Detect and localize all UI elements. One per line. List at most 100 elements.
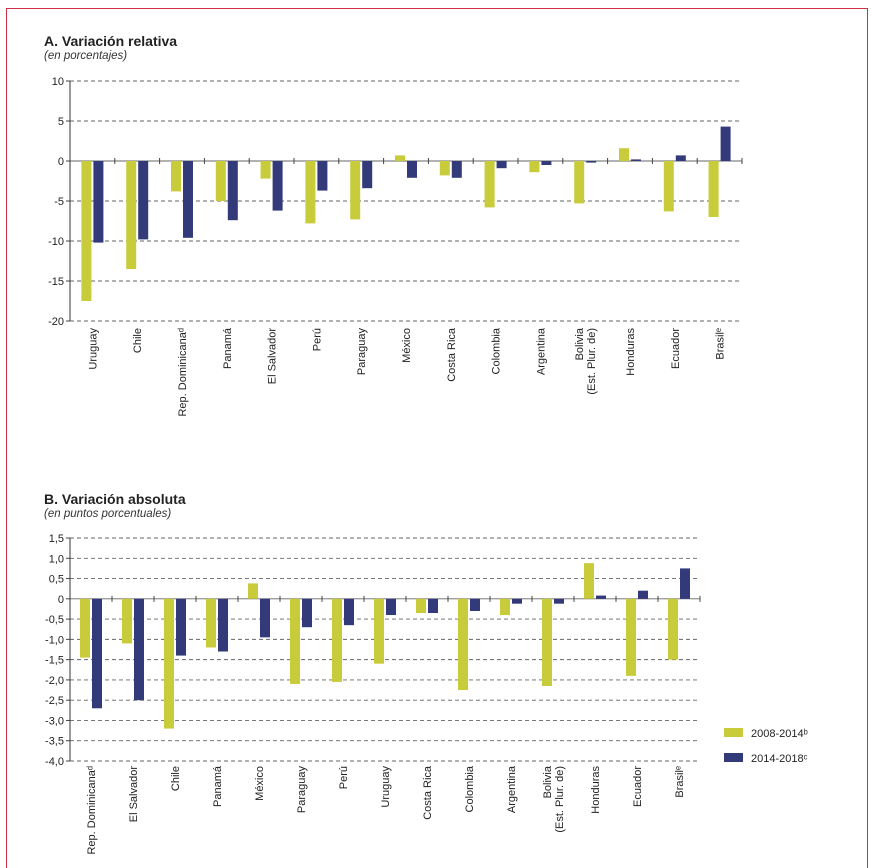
y-tick-label: 0 bbox=[58, 594, 64, 606]
bar-series2 bbox=[362, 161, 373, 189]
bar-series2 bbox=[596, 595, 606, 599]
bar-series1 bbox=[529, 161, 540, 173]
y-tick-label: -4,0 bbox=[45, 756, 64, 768]
category-label: El Salvador bbox=[128, 766, 140, 823]
legend-swatch-series1 bbox=[724, 728, 743, 737]
category-label: Chile bbox=[132, 328, 144, 353]
category-label: Panamá bbox=[212, 765, 224, 807]
legend-swatch-series2 bbox=[724, 753, 743, 762]
bar-series1 bbox=[290, 598, 300, 684]
bar-series1 bbox=[305, 161, 316, 224]
bar-series1 bbox=[708, 161, 719, 217]
panel-b-title: B. Variación absoluta bbox=[44, 491, 186, 507]
category-label: Rep. Dominicanaᵈ bbox=[177, 328, 189, 417]
y-tick-label: -2,5 bbox=[45, 695, 64, 707]
category-label: Argentina bbox=[506, 765, 518, 813]
panel-a-subtitle: (en porcentajes) bbox=[44, 50, 128, 62]
bar-series2 bbox=[272, 161, 283, 211]
bar-series2 bbox=[407, 161, 417, 178]
bar-series1 bbox=[484, 161, 495, 208]
category-label: Paraguay bbox=[356, 328, 368, 376]
bar-series2 bbox=[138, 161, 149, 240]
bar-series1 bbox=[584, 563, 594, 599]
bar-series1 bbox=[80, 598, 90, 658]
bar-series2 bbox=[675, 155, 686, 161]
category-label: Honduras bbox=[625, 328, 637, 376]
bar-series2 bbox=[496, 161, 507, 169]
bar-series2 bbox=[680, 568, 690, 599]
panel-b-subtitle: (en puntos porcentuales) bbox=[44, 508, 172, 520]
bar-series2 bbox=[227, 161, 238, 221]
category-label: Paraguay bbox=[296, 766, 308, 814]
category-label: Rep. Dominicanaᵈ bbox=[86, 766, 98, 855]
bar-series1 bbox=[574, 161, 585, 204]
bar-series1 bbox=[374, 598, 384, 664]
y-tick-label: -10 bbox=[48, 236, 64, 248]
category-label: El Salvador bbox=[267, 328, 279, 385]
bar-series1 bbox=[332, 598, 342, 682]
y-tick-label: -0,5 bbox=[45, 614, 64, 626]
y-tick-label: -3,5 bbox=[45, 736, 64, 748]
y-tick-label: 10 bbox=[52, 76, 64, 88]
bar-series1 bbox=[248, 583, 258, 599]
category-label: Colombia bbox=[464, 765, 476, 812]
bar-series1 bbox=[458, 598, 468, 691]
bar-series1 bbox=[416, 598, 426, 614]
category-label: Ecuador bbox=[632, 766, 644, 807]
panel-a-title: A. Variación relativa bbox=[44, 33, 178, 49]
chart-a-relative-variation: 10 5 0 -5 -10 -15 -20 Uruguay Chile Rep. Dominica… bbox=[48, 76, 743, 417]
category-label: México bbox=[254, 766, 266, 801]
bar-series2 bbox=[93, 161, 104, 243]
bar-series2 bbox=[451, 161, 462, 178]
bar-series1 bbox=[215, 161, 226, 201]
bar-series1 bbox=[81, 161, 92, 301]
category-label: Perú bbox=[311, 328, 323, 351]
bar-series1 bbox=[626, 598, 636, 676]
category-label: Bolivia(Est. Plur. de) bbox=[542, 765, 566, 833]
bar-series2 bbox=[720, 126, 731, 161]
category-label: México bbox=[401, 328, 413, 363]
category-label: Costa Rica bbox=[446, 327, 458, 382]
y-tick-label: 1,5 bbox=[49, 533, 64, 545]
y-tick-label: -3,0 bbox=[45, 715, 64, 727]
legend-label-series1: 2008-2014ᵇ bbox=[751, 728, 808, 740]
bar-series1 bbox=[122, 598, 132, 644]
y-tick-label: -2,0 bbox=[45, 675, 64, 687]
bar-series1 bbox=[663, 161, 674, 212]
bar-series2 bbox=[586, 161, 597, 163]
y-tick-label: -5 bbox=[54, 196, 64, 208]
category-label: Chile bbox=[170, 766, 182, 791]
bar-series1 bbox=[350, 161, 361, 220]
category-label: Ecuador bbox=[670, 328, 682, 369]
bar-series2 bbox=[428, 598, 438, 614]
y-tick-label: -1,0 bbox=[45, 634, 64, 646]
category-label: Costa Rica bbox=[422, 765, 434, 820]
y-tick-label: -15 bbox=[48, 276, 64, 288]
category-label: Panamá bbox=[222, 327, 234, 369]
category-label: Brasilᵉ bbox=[674, 766, 686, 798]
category-label: Argentina bbox=[535, 327, 547, 375]
legend-label-series2: 2014-2018ᶜ bbox=[751, 753, 808, 765]
bar-series1 bbox=[164, 598, 174, 729]
bar-series2 bbox=[344, 598, 354, 626]
y-tick-label: 0 bbox=[58, 156, 64, 168]
bar-series1 bbox=[206, 598, 216, 648]
bar-series1 bbox=[395, 155, 405, 161]
category-label: Uruguay bbox=[87, 328, 99, 370]
bar-series2 bbox=[541, 161, 552, 165]
bar-series2 bbox=[92, 598, 102, 709]
bar-series1 bbox=[668, 598, 678, 660]
category-label: Brasilᵉ bbox=[715, 328, 727, 360]
bar-series2 bbox=[317, 161, 328, 191]
bar-series2 bbox=[218, 598, 228, 652]
figure-frame bbox=[6, 8, 868, 868]
y-tick-label: 1,0 bbox=[49, 553, 64, 565]
y-tick-label: -20 bbox=[48, 316, 64, 328]
bar-series2 bbox=[183, 161, 193, 238]
bar-series1 bbox=[126, 161, 137, 269]
bar-series2 bbox=[631, 159, 641, 161]
bar-series1 bbox=[500, 598, 510, 616]
category-label: Perú bbox=[338, 766, 350, 789]
bar-series2 bbox=[260, 598, 270, 638]
